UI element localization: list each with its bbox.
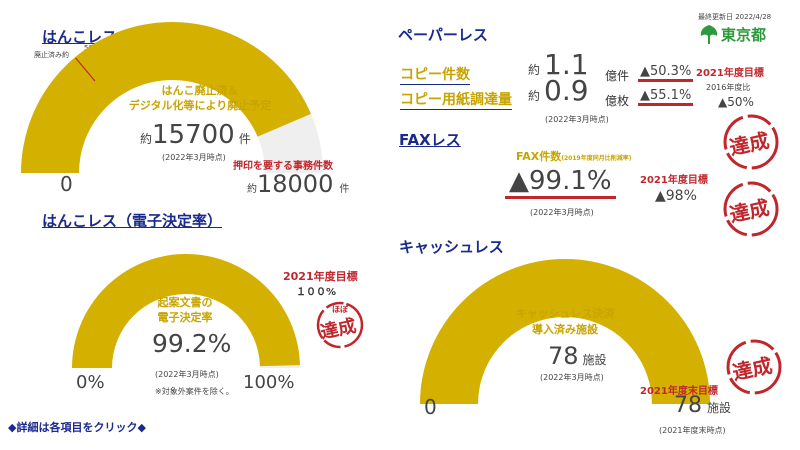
cashless-center-label: キャッシュレス決済 導入済み施設 [515,307,615,336]
e-decision-center-label: 起案文書の 電子決定率 [157,296,213,324]
e-decision-goal-value: １００% [296,287,337,298]
click-hint[interactable]: ◆詳細は各項目をクリック◆ [8,421,146,434]
hanko-marker-line [75,57,96,82]
cashless-goal-value: 78 施設 [674,393,732,418]
hanko-center-line2: デジタル化等により廃止予定 [128,99,272,112]
fax-goal-value: ▲98% [655,188,697,204]
fax-metric-label: FAX件数(2019年度同月比削減率) [516,150,632,163]
hanko-total-label: 押印を要する事務件数 [233,161,333,172]
copy-count-value: 約 1.1 [528,48,589,81]
e-decision-as-of: (2022年3月時点) [155,370,219,379]
logo-text: 東京都 [721,26,767,44]
achieved-stamp-fax: 達成 [722,180,780,238]
cashless-gauge [420,258,710,404]
e-decision-axis-min: 0% [76,372,105,393]
achieved-stamp-paperless: 達成 [722,113,780,171]
e-decision-axis-max: 100% [243,372,295,393]
cashless-value: 78 施設 [548,342,607,370]
e-decision-value: 99.2% [152,329,232,358]
fax-less-title[interactable]: FAXレス [399,131,461,149]
paper-procurement-value: 約 0.9 [528,74,589,107]
hanko-center-label: はんこ廃止済＆ デジタル化等により廃止予定 [125,83,275,113]
paperless-title[interactable]: ペーパーレス [398,26,488,44]
fax-as-of: (2022年3月時点) [530,208,594,217]
abolished-note: 廃止済み約 [34,51,69,59]
hanko-total: 約18000 件 [247,170,350,198]
fax-goal-label: 2021年度目標 [640,175,708,186]
e-decision-title[interactable]: はんこレス（電子決定率） [42,212,223,230]
paper-procurement-unit: 億枚 [605,94,630,108]
hanko-value: 約15700 件 [140,120,251,150]
paperless-goal-value: ▲50% [718,95,754,109]
e-decision-gauge-fill [72,254,300,368]
achieved-stamp-cashless: 達成 [725,338,783,396]
hanko-gauge [21,21,323,174]
nearly-achieved-stamp: ほぼ 達成 [315,300,365,350]
paper-procurement-label[interactable]: コピー用紙調達量 [400,89,512,110]
hanko-axis-min: 0 [60,172,73,196]
cashless-title[interactable]: キャッシュレス [399,238,504,256]
cashless-goal-label: 2021年度末目標 [640,386,718,397]
hanko-center-line1: はんこ廃止済＆ [161,84,239,97]
paperless-goal-label: 2021年度目標 [696,68,764,79]
hanko-gauge-fill [21,21,311,174]
paperless-goal-sub: 2016年度比 [706,83,751,92]
cashless-axis-min: 0 [424,395,437,419]
last-updated: 最終更新日 2022/4/28 [698,13,772,21]
copy-count-label[interactable]: コピー件数 [400,64,470,85]
hanko-as-of: (2022年3月時点) [162,153,226,162]
tokyo-logo: 東京都 [700,24,766,45]
e-decision-gauge [72,254,300,368]
fax-value: ▲99.1% [505,166,616,199]
cashless-gauge-fill [420,258,710,404]
tokyo-ginkgo-icon [700,24,718,44]
cashless-goal-as-of: (2021年度末時点) [659,426,726,435]
copy-count-unit: 億件 [605,69,630,83]
paperless-as-of: (2022年3月時点) [545,115,609,124]
cashless-as-of: (2022年3月時点) [540,373,604,382]
paper-procurement-pct: ▲55.1% [638,88,694,106]
copy-count-pct: ▲50.3% [638,64,694,82]
e-decision-goal-label: 2021年度目標 [283,270,358,283]
e-decision-note: ※対象外案件を除く。 [155,387,234,396]
